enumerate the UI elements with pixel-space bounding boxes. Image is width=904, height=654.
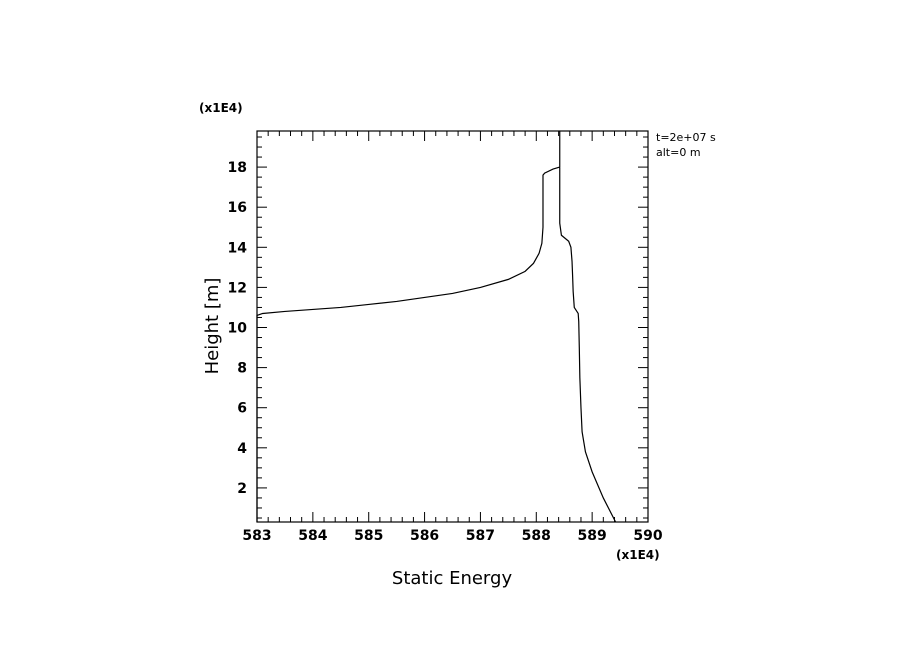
y-tick-label: 16: [228, 200, 247, 216]
x-multiplier: (x1E4): [616, 548, 660, 562]
x-tick-label: 589: [578, 528, 607, 544]
y-tick-label: 14: [228, 240, 248, 256]
annotation-time: t=2e+07 s: [656, 131, 716, 144]
x-tick-label: 590: [633, 528, 662, 544]
x-tick-label: 587: [466, 528, 495, 544]
x-tick-label: 588: [522, 528, 551, 544]
y-tick-label: 6: [237, 401, 247, 417]
series-line: [256, 131, 617, 523]
x-tick-label: 586: [410, 528, 439, 544]
x-tick-label: 583: [242, 528, 271, 544]
annotation-altitude: alt=0 m: [656, 146, 701, 159]
x-axis-ticks: 583 584 585 586 587 588 589 590: [242, 131, 663, 544]
y-tick-label: 12: [228, 280, 247, 296]
y-axis-title: Height [m]: [202, 278, 223, 375]
x-axis-title: Static Energy: [392, 568, 513, 589]
y-axis-ticks: 2 4 6 8 10 12 14 16 18: [228, 136, 648, 519]
y-tick-label: 8: [237, 361, 247, 377]
y-tick-label: 18: [228, 160, 247, 176]
x-tick-label: 585: [354, 528, 383, 544]
y-tick-label: 4: [237, 441, 247, 457]
y-multiplier: (x1E4): [199, 101, 243, 115]
x-tick-label: 584: [298, 528, 327, 544]
y-tick-label: 10: [228, 321, 248, 337]
y-tick-label: 2: [237, 481, 247, 497]
